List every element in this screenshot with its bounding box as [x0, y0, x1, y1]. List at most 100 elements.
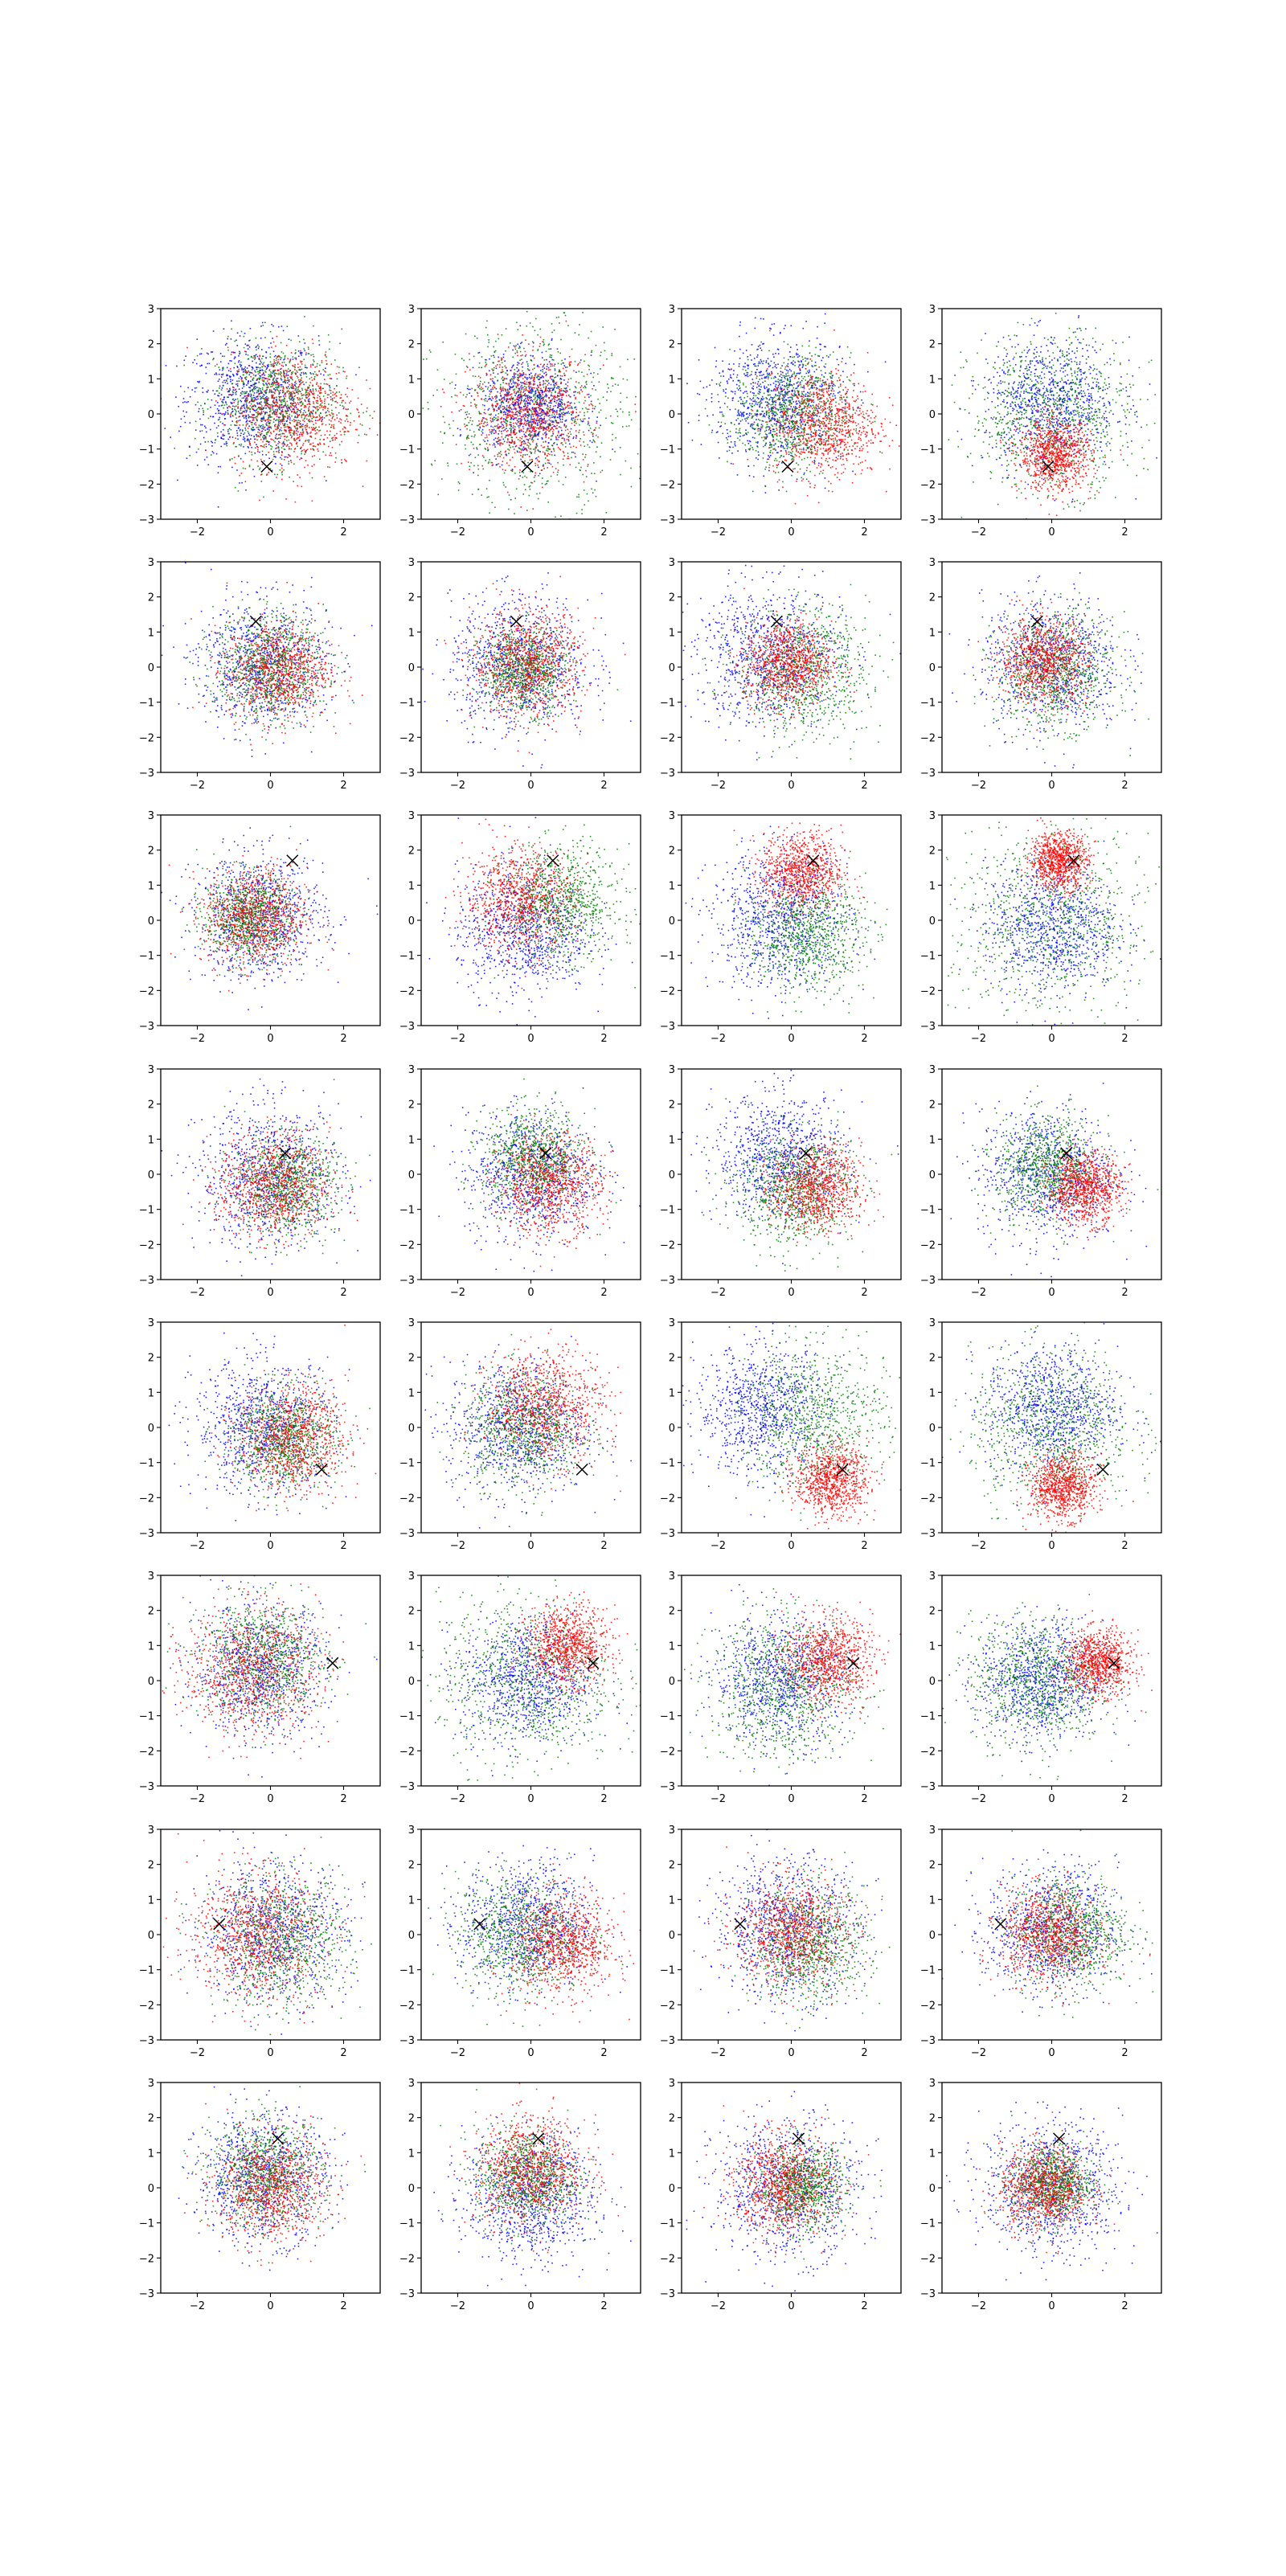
point: [296, 430, 297, 432]
point: [313, 406, 314, 407]
point: [506, 328, 507, 330]
point: [248, 425, 250, 427]
point: [532, 508, 534, 510]
point: [517, 391, 518, 392]
point: [233, 351, 235, 353]
point: [581, 371, 583, 373]
point: [551, 348, 552, 350]
point: [276, 429, 278, 431]
point: [555, 439, 557, 440]
point: [316, 390, 317, 391]
point: [328, 334, 330, 336]
point: [514, 513, 515, 514]
point: [457, 428, 459, 429]
point: [563, 465, 564, 466]
y-tick-label: −1: [139, 444, 154, 457]
point: [203, 391, 204, 393]
point: [571, 378, 572, 379]
point: [246, 424, 248, 425]
point: [289, 416, 290, 417]
point: [583, 420, 584, 422]
point: [489, 408, 490, 410]
point: [520, 326, 522, 327]
point: [597, 399, 599, 400]
point: [542, 404, 543, 406]
point: [211, 445, 213, 447]
point: [530, 322, 531, 324]
point: [302, 389, 304, 391]
point: [653, 391, 654, 392]
point: [474, 434, 476, 436]
point: [530, 460, 531, 461]
point: [317, 448, 318, 450]
point: [234, 341, 235, 342]
point: [444, 379, 445, 380]
point: [256, 435, 257, 436]
point: [484, 405, 485, 407]
point: [278, 394, 280, 395]
point: [471, 388, 473, 390]
point: [203, 412, 204, 413]
point: [551, 523, 552, 525]
point: [571, 428, 572, 430]
point: [291, 376, 293, 378]
point: [219, 419, 220, 420]
point: [261, 419, 263, 420]
point: [289, 384, 290, 386]
point: [498, 440, 500, 441]
point: [278, 362, 280, 363]
point: [271, 397, 272, 399]
point: [502, 428, 503, 429]
point: [479, 362, 481, 364]
point: [551, 409, 553, 411]
point: [178, 406, 179, 407]
point: [232, 394, 234, 395]
point: [259, 370, 260, 371]
point: [195, 421, 197, 423]
point: [492, 418, 494, 420]
point: [537, 423, 539, 424]
point: [331, 410, 333, 412]
point: [538, 498, 539, 500]
point: [537, 416, 539, 417]
point: [287, 426, 289, 428]
point: [250, 390, 252, 391]
point: [272, 371, 274, 373]
point: [493, 398, 494, 399]
point: [543, 384, 544, 386]
point: [303, 372, 305, 374]
point: [525, 395, 526, 397]
point: [564, 408, 566, 410]
point: [233, 375, 235, 376]
point: [289, 338, 290, 340]
point: [544, 420, 546, 422]
point: [248, 375, 250, 376]
point: [524, 399, 526, 401]
point: [510, 426, 512, 428]
point: [327, 437, 329, 439]
point: [522, 441, 523, 443]
point: [506, 425, 507, 427]
point: [531, 428, 533, 429]
point: [297, 415, 299, 416]
point: [227, 336, 229, 338]
point: [253, 427, 255, 428]
point: [482, 383, 484, 385]
point: [573, 452, 575, 453]
point: [526, 428, 528, 430]
point: [313, 429, 314, 431]
point: [256, 369, 258, 371]
point: [343, 408, 345, 410]
point: [525, 398, 526, 399]
point: [312, 501, 313, 502]
point: [575, 423, 577, 424]
point: [329, 385, 330, 387]
point: [534, 383, 536, 385]
point: [547, 448, 548, 450]
point: [556, 425, 558, 427]
point: [289, 427, 290, 428]
point: [530, 391, 532, 393]
point: [551, 339, 553, 341]
point: [206, 432, 207, 433]
point: [181, 419, 182, 420]
